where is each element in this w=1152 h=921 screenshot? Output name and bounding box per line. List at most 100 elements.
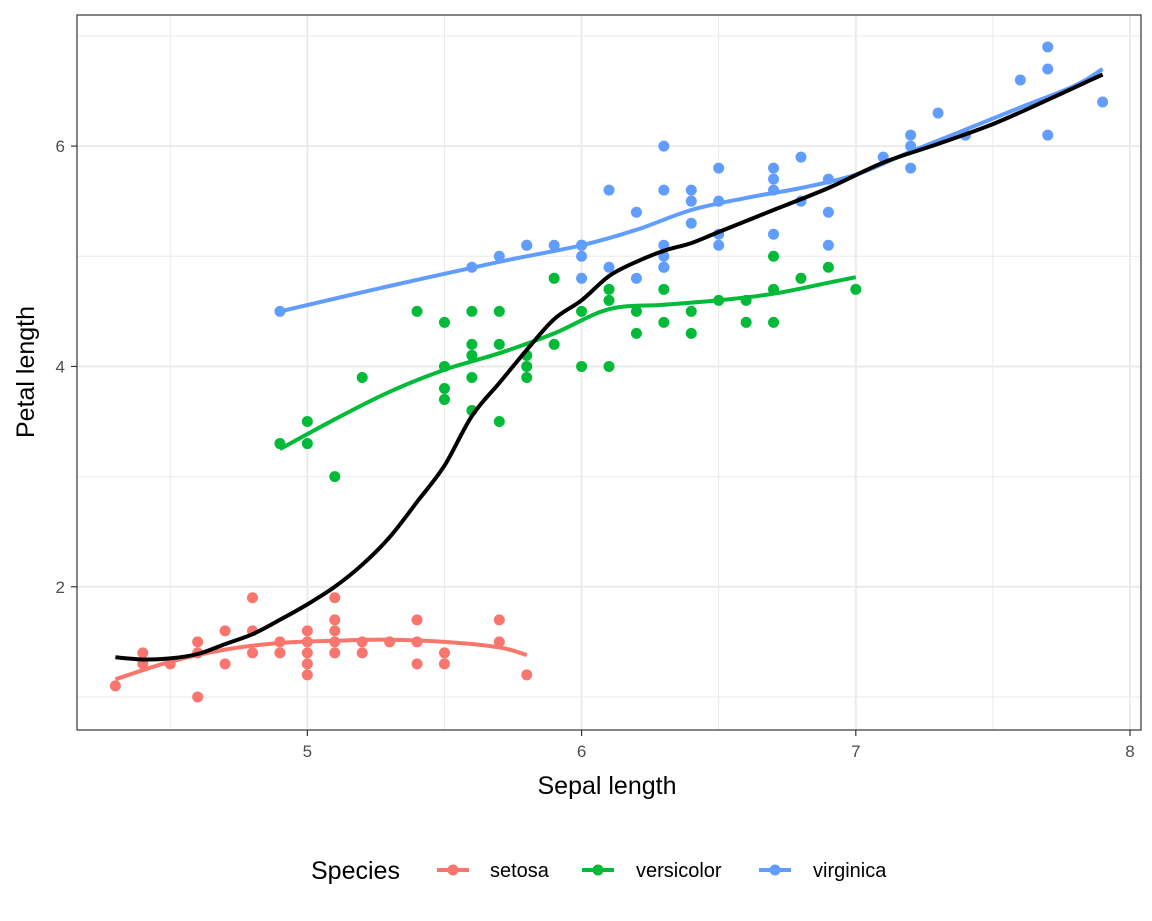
point-versicolor [466,305,478,317]
grid-minor [77,15,1141,730]
point-versicolor [466,338,478,350]
point-setosa [411,658,423,670]
point-versicolor [493,338,505,350]
panel-border [76,14,1142,731]
point-setosa [329,592,341,604]
point-setosa [301,669,313,681]
point-versicolor [521,371,533,383]
point-versicolor [466,349,478,361]
point-setosa [438,658,450,670]
point-versicolor [548,338,560,350]
legend-title: Species [311,857,400,885]
legend-dot-versicolor [592,864,604,876]
point-versicolor [548,272,560,284]
legend: Species setosa versicolor virginica [311,857,887,885]
y-axis-title: Petal length [12,306,40,438]
point-virginica [1042,63,1054,75]
point-versicolor [438,316,450,328]
point-setosa [109,680,121,692]
point-versicolor [576,305,588,317]
point-versicolor [850,283,862,295]
point-versicolor [603,294,615,306]
point-virginica [630,206,642,218]
point-virginica [1042,129,1054,141]
point-virginica [1014,74,1026,86]
point-versicolor [768,316,780,328]
point-versicolor [521,360,533,372]
point-setosa [521,669,533,681]
y-tick-label: 6 [56,137,65,156]
point-virginica [658,184,670,196]
point-virginica [603,184,615,196]
legend-dot-virginica [769,864,781,876]
smooth-line-overall [115,72,1104,662]
point-setosa [493,614,505,626]
point-setosa [192,691,204,703]
point-setosa [219,625,231,637]
point-setosa [274,647,286,659]
point-versicolor [576,360,588,372]
point-virginica [932,107,944,119]
point-versicolor [795,272,807,284]
point-setosa [301,658,313,670]
point-setosa [329,647,341,659]
x-tick-label: 5 [303,742,312,761]
point-setosa [356,647,368,659]
point-versicolor [685,305,697,317]
point-virginica [603,261,615,273]
point-versicolor [630,305,642,317]
smooth-line-versicolor [278,275,857,451]
point-setosa [411,614,423,626]
point-virginica [548,239,560,251]
x-axis: 5 6 7 8 [303,730,1135,761]
point-virginica [521,239,533,251]
point-setosa [137,647,149,659]
point-setosa [247,647,259,659]
point-virginica [768,173,780,185]
point-virginica [768,162,780,174]
legend-key-versicolor [582,864,614,876]
point-versicolor [438,393,450,405]
smooth-line-virginica [279,67,1104,314]
point-setosa [301,625,313,637]
legend-key-setosa [437,864,469,876]
point-versicolor [466,371,478,383]
point-virginica [630,272,642,284]
smooth-lines-layer [114,67,1104,682]
point-setosa [493,636,505,648]
point-versicolor [301,438,313,450]
x-tick-label: 7 [851,742,860,761]
legend-label-virginica: virginica [813,860,887,882]
point-virginica [905,162,917,174]
point-versicolor [768,250,780,262]
point-setosa [329,625,341,637]
point-virginica [905,129,917,141]
point-virginica [822,239,834,251]
point-versicolor [603,283,615,295]
point-virginica [576,272,588,284]
point-virginica [822,206,834,218]
point-versicolor [356,371,368,383]
point-setosa [438,647,450,659]
x-tick-label: 6 [577,742,586,761]
y-tick-label: 4 [56,357,65,376]
point-virginica [685,195,697,207]
point-versicolor [740,316,752,328]
point-setosa [219,658,231,670]
point-versicolor [411,305,423,317]
point-versicolor [658,316,670,328]
point-versicolor [329,471,341,483]
point-setosa [247,592,259,604]
y-axis: 2 4 6 [56,137,77,597]
point-virginica [658,261,670,273]
point-versicolor [685,327,697,339]
point-versicolor [301,416,313,428]
y-tick-label: 2 [56,578,65,597]
point-virginica [713,239,725,251]
point-virginica [685,184,697,196]
point-virginica [658,140,670,152]
x-tick-label: 8 [1125,742,1134,761]
legend-dot-setosa [447,864,459,876]
point-versicolor [603,360,615,372]
